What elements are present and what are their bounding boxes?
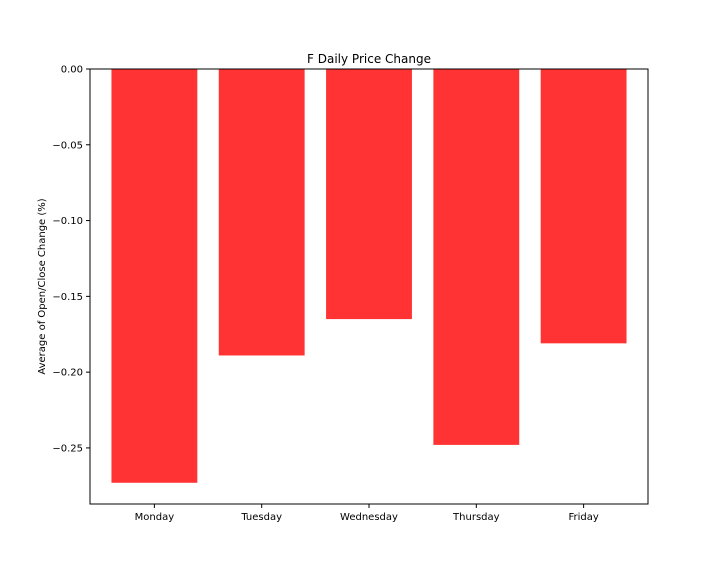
y-tick-label: −0.20 <box>52 368 83 379</box>
x-tick-label-monday: Monday <box>135 512 175 523</box>
bar-tuesday <box>218 69 305 356</box>
x-tick-label-wednesday: Wednesday <box>340 512 398 523</box>
y-tick-label: −0.25 <box>52 443 83 454</box>
x-axis: Monday Tuesday Wednesday Thursday Friday <box>135 504 599 523</box>
bars-group <box>111 69 627 483</box>
bar-monday <box>111 69 198 483</box>
bar-thursday <box>433 69 520 445</box>
bar-wednesday <box>326 69 412 320</box>
x-tick-label-tuesday: Tuesday <box>240 512 282 523</box>
y-tick-label: −0.15 <box>52 292 83 303</box>
y-axis-label: Average of Open/Close Change (%) <box>37 198 48 374</box>
y-axis: 0.00 −0.05 −0.10 −0.15 −0.20 −0.25 <box>52 65 90 454</box>
x-tick-label-friday: Friday <box>568 512 598 523</box>
x-tick-label-thursday: Thursday <box>452 512 500 523</box>
y-tick-label: 0.00 <box>61 65 83 76</box>
y-tick-label: −0.05 <box>52 140 83 151</box>
chart-title: F Daily Price Change <box>307 52 431 66</box>
bar-friday <box>540 69 627 344</box>
y-tick-label: −0.10 <box>52 216 83 227</box>
